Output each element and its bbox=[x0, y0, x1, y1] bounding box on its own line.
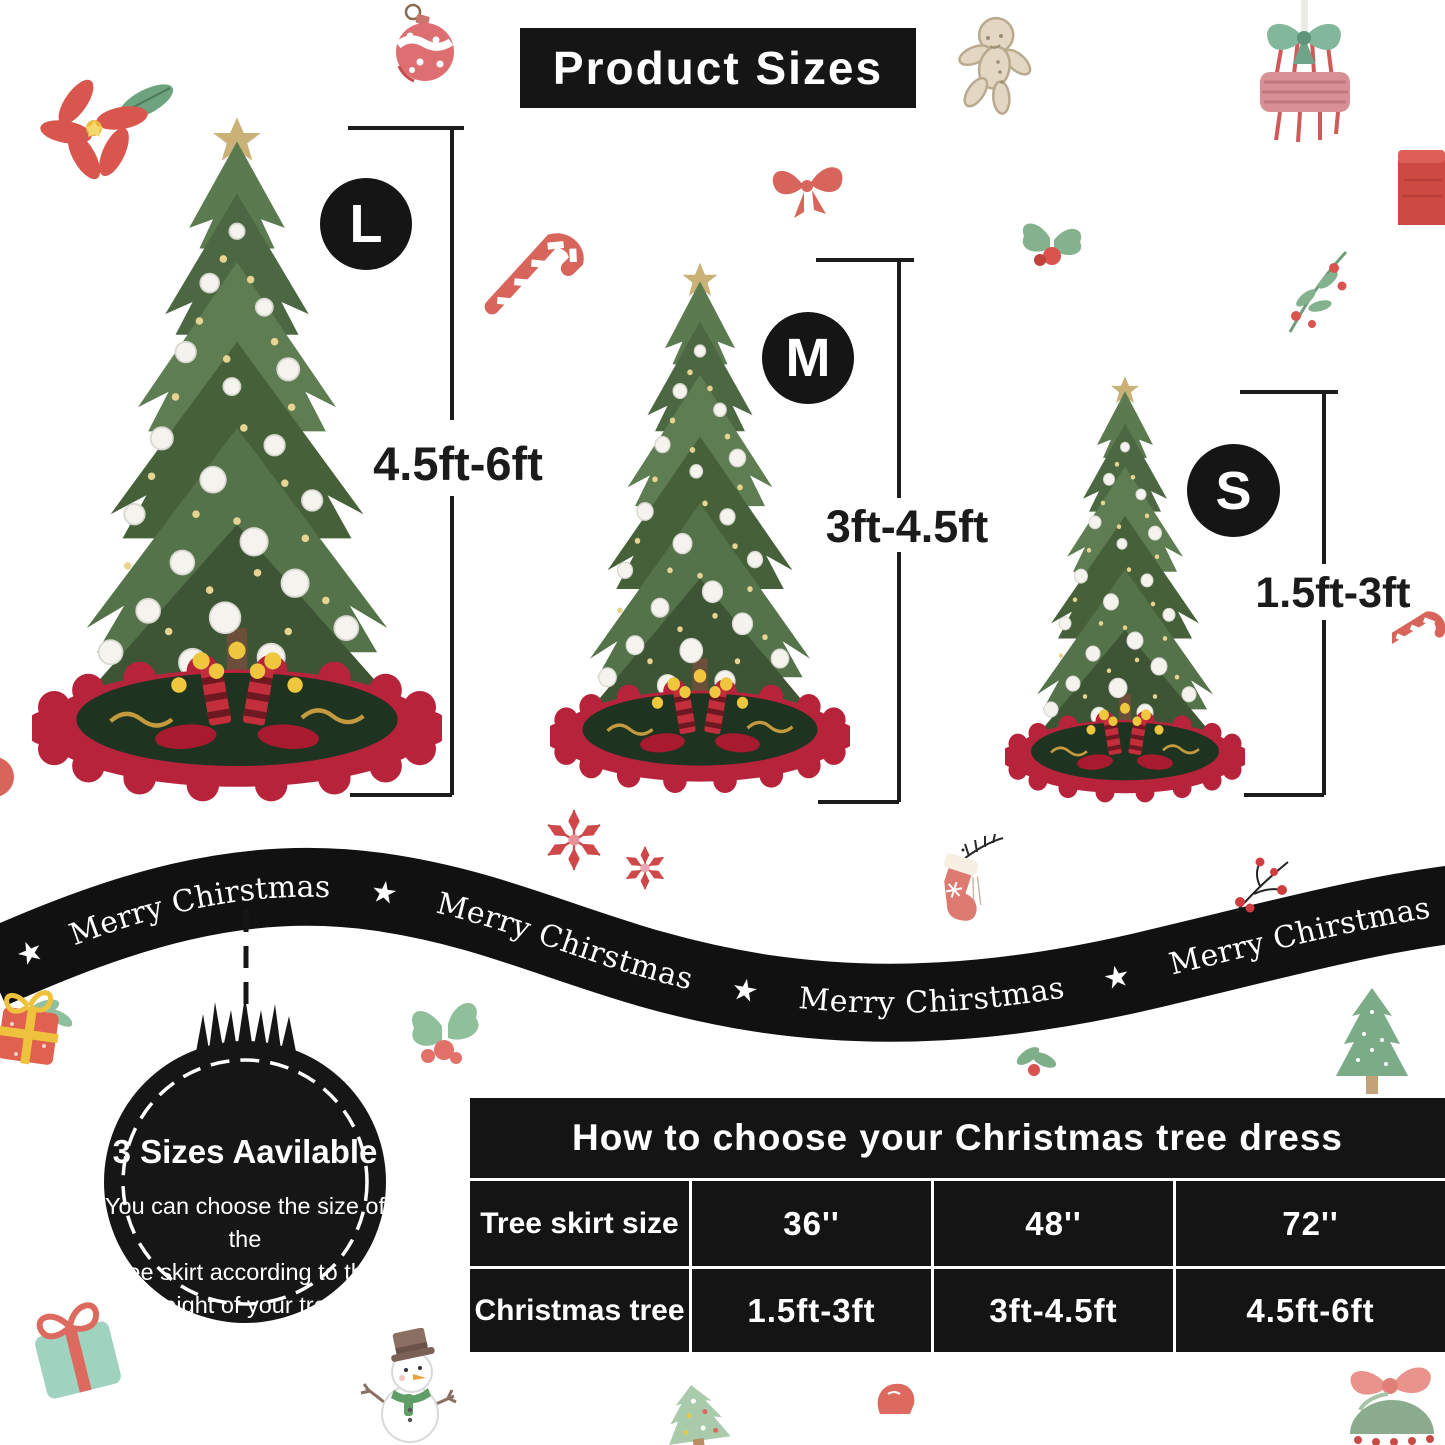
size-circle-s: S bbox=[1187, 444, 1280, 537]
small-tree-icon bbox=[669, 1385, 731, 1445]
measure-line-medium-upper bbox=[897, 260, 901, 498]
mint-gift-icon bbox=[35, 1302, 121, 1399]
ornament-dashed-ring bbox=[121, 1058, 369, 1306]
row2-col2: 3ft-4.5ft bbox=[934, 1269, 1173, 1352]
size-circle-m: M bbox=[762, 312, 854, 404]
red-ornament-icon bbox=[395, 3, 454, 83]
sizes-badge-ornament bbox=[104, 1041, 386, 1323]
measure-line-large-lower bbox=[450, 496, 454, 795]
poinsettia-icon bbox=[40, 79, 174, 180]
measure-line-small-upper bbox=[1322, 392, 1326, 564]
row2-col3: 4.5ft-6ft bbox=[1176, 1269, 1445, 1352]
row2-label: Christmas tree bbox=[470, 1269, 689, 1352]
small-stocking-icon bbox=[877, 1383, 915, 1414]
size-circle-l: L bbox=[320, 178, 412, 270]
holly-leaves-icon bbox=[412, 1002, 479, 1064]
pine-tree-icon bbox=[1336, 988, 1408, 1094]
measure-top-tick-small bbox=[1240, 390, 1338, 394]
candy-cane-right-icon bbox=[1392, 611, 1445, 645]
red-gift-icon bbox=[0, 990, 72, 1065]
red-edge-ornament-icon bbox=[0, 757, 14, 797]
snowman-icon bbox=[360, 1328, 457, 1443]
snowflake-icon bbox=[547, 809, 601, 871]
row2-col1: 1.5ft-3ft bbox=[692, 1269, 931, 1352]
badge-line-2: tree skirt according to the bbox=[113, 1259, 377, 1285]
size-table-title: How to choose your Christmas tree dress bbox=[470, 1098, 1445, 1178]
page-title: Product Sizes bbox=[520, 28, 916, 108]
height-label-large: 4.5ft-6ft bbox=[373, 437, 543, 490]
measure-bottom-tick-large bbox=[350, 793, 452, 797]
black-berry-branch-icon bbox=[1235, 857, 1289, 913]
height-label-small: 1.5ft-3ft bbox=[1255, 569, 1411, 617]
red-bow-icon bbox=[772, 167, 843, 218]
row1-col2: 48'' bbox=[934, 1181, 1173, 1266]
stocking-icon bbox=[944, 833, 1004, 921]
measure-bottom-tick-small bbox=[1244, 793, 1324, 797]
green-bell-icon bbox=[1350, 1367, 1434, 1445]
measure-line-medium-lower bbox=[897, 552, 901, 802]
berry-branch-icon bbox=[1288, 250, 1348, 333]
candy-cane-icon bbox=[484, 233, 584, 315]
row1-label: Tree skirt size bbox=[470, 1181, 689, 1266]
height-label-medium: 3ft-4.5ft bbox=[825, 501, 989, 552]
measure-line-small-lower bbox=[1322, 620, 1326, 795]
small-holly-icon bbox=[1016, 1047, 1057, 1076]
bow-basket-ornament-icon bbox=[1260, 0, 1350, 143]
row1-col3: 72'' bbox=[1176, 1181, 1445, 1266]
measure-bottom-tick-medium bbox=[818, 800, 899, 804]
measure-line-large-upper bbox=[450, 128, 454, 420]
badge-line-1: You can choose the size of the bbox=[104, 1193, 386, 1252]
size-table: How to choose your Christmas tree dress … bbox=[470, 1098, 1445, 1352]
sizes-badge-title: 3 Sizes Aavilable bbox=[112, 1133, 378, 1170]
holly-icon bbox=[1022, 223, 1082, 266]
row1-col1: 36'' bbox=[692, 1181, 931, 1266]
measure-top-tick-medium bbox=[816, 258, 914, 262]
badge-line-3: height of your tree bbox=[150, 1292, 340, 1318]
sizes-badge-description: You can choose the size of the tree skir… bbox=[96, 1190, 394, 1322]
measure-top-tick-large bbox=[348, 126, 464, 130]
small-snowflake-icon bbox=[625, 845, 665, 891]
ornament-tinsel bbox=[196, 996, 296, 1052]
red-cup-icon bbox=[1398, 150, 1445, 226]
gingerbread-man-icon bbox=[958, 16, 1032, 115]
